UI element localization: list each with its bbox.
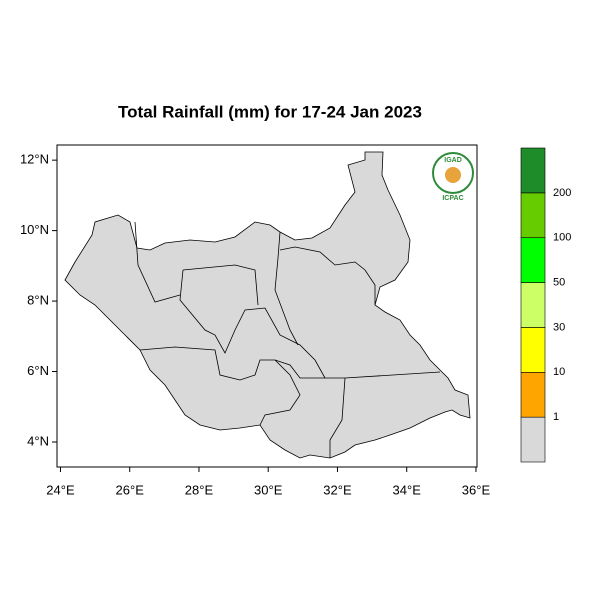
colorbar-label: 30 — [553, 321, 565, 333]
x-tick-label: 30°E — [254, 482, 283, 497]
logo-top-text: IGAD — [444, 157, 462, 164]
x-tick-label: 32°E — [323, 482, 352, 497]
logo-emblem — [445, 167, 461, 183]
x-tick-label: 36°E — [462, 482, 491, 497]
colorbar-segment — [520, 192, 546, 239]
colorbar-segment — [520, 416, 546, 463]
logo-bottom-text: ICPAC — [442, 195, 463, 202]
colorbar-label: 100 — [553, 232, 571, 244]
colorbar-label: 10 — [553, 366, 565, 378]
colorbar-segment — [520, 147, 546, 194]
colorbar-label: 1 — [553, 411, 559, 423]
y-tick-label: 8°N — [27, 293, 49, 308]
colorbar-segment — [520, 237, 546, 283]
x-tick-label: 24°E — [46, 482, 75, 497]
colorbar-segment — [520, 327, 546, 373]
y-tick-label: 10°N — [20, 222, 49, 237]
logo: IGAD ICPAC — [432, 152, 474, 202]
map-title: Total Rainfall (mm) for 17-24 Jan 2023 — [118, 102, 422, 121]
colorbar-label: 50 — [553, 276, 565, 288]
colorbar-segment — [520, 371, 546, 418]
x-tick-label: 34°E — [393, 482, 422, 497]
colorbar-segment — [520, 282, 546, 328]
country-shape — [64, 151, 471, 459]
x-tick-label: 26°E — [116, 482, 145, 497]
y-tick-label: 12°N — [20, 152, 49, 167]
colorbar-label: 200 — [553, 187, 571, 199]
state-boundaries — [134, 221, 441, 458]
y-tick-label: 4°N — [27, 433, 49, 448]
y-tick-label: 6°N — [27, 363, 49, 378]
x-tick-label: 28°E — [185, 482, 214, 497]
